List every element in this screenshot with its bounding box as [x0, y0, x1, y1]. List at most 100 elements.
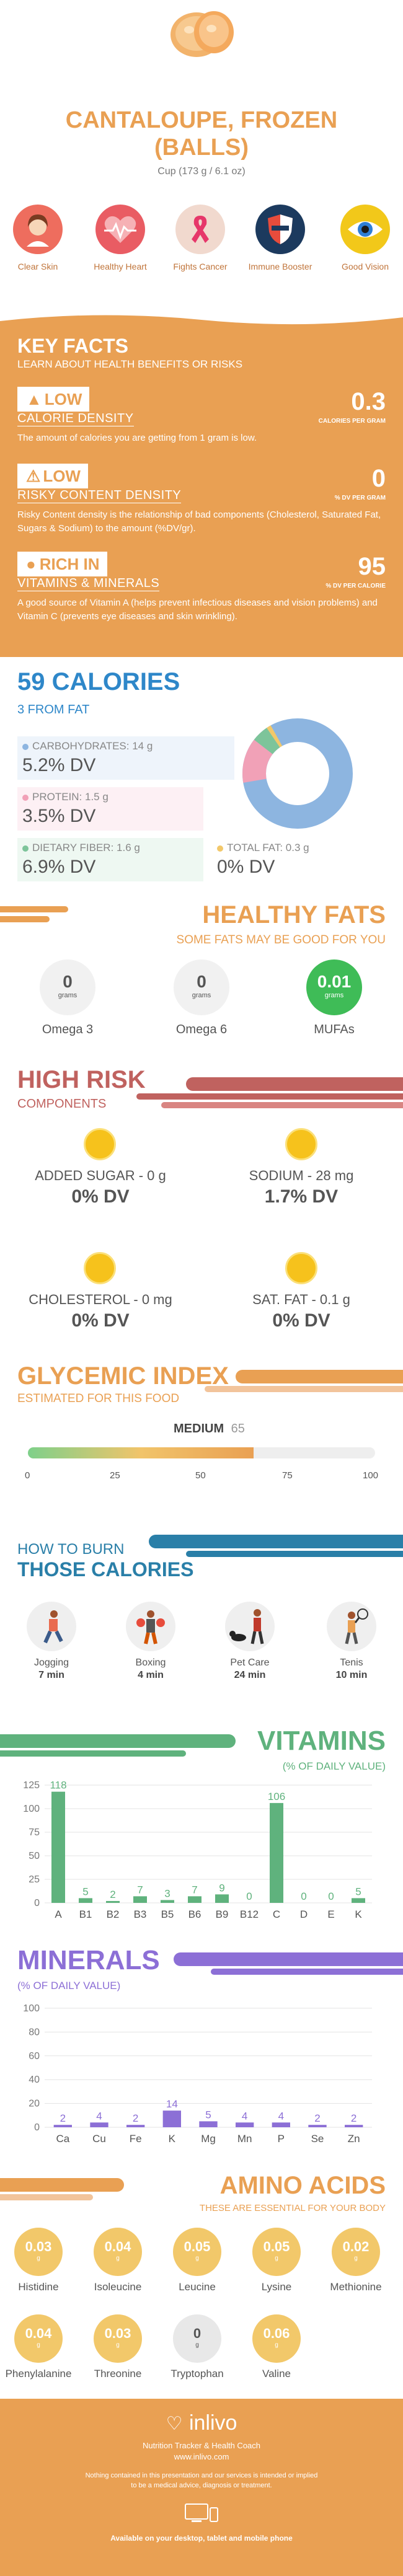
health-icon-fights-cancer [175, 205, 225, 254]
fact-desc-calorie: The amount of calories you are getting f… [17, 433, 257, 443]
amino-circle-isoleucine: 0.04 g [94, 2228, 142, 2276]
fact-label-risky: RISKY CONTENT DENSITY [17, 488, 182, 503]
protein-row [17, 787, 203, 831]
bar-value-label: 118 [50, 1780, 66, 1791]
bar-value-label: 2 [314, 2112, 320, 2124]
risk-label-sugar: ADDED SUGAR - 0 g [35, 1168, 166, 1183]
smile-icon-cholesterol [84, 1252, 116, 1284]
mufas-unit: grams [324, 992, 344, 999]
mufas-value: 0.01 [317, 972, 352, 991]
footer-url[interactable]: www.inlivo.com [174, 2452, 229, 2461]
x-tick-label: Se [311, 2133, 324, 2145]
y-tick-label: 25 [29, 1874, 40, 1885]
minerals-stripe [211, 1969, 403, 1975]
high-risk-section: HIGH RISK COMPONENTS ADDED SUGAR - 0 g 0… [0, 1054, 403, 1351]
bar-Zn [345, 2125, 363, 2127]
amino-value: 0.04 [25, 2326, 52, 2341]
heart-pulse-icon [104, 216, 136, 243]
amino-subtitle: THESE ARE ESSENTIAL FOR YOUR BODY [199, 2203, 386, 2213]
bar-value-label: 106 [268, 1791, 285, 1802]
x-tick-label: P [278, 2133, 285, 2145]
eye-icon [348, 221, 383, 237]
brand-name: inlivo [188, 2411, 237, 2435]
amino-unit: g [195, 2342, 199, 2349]
bar-value-label: 0 [246, 1890, 252, 1902]
amino-value: 0.03 [25, 2239, 52, 2254]
fact-desc-vitamins: A good source of Vitamin A (helps preven… [17, 598, 378, 622]
carbs-dot [22, 744, 29, 750]
burn-title-2: THOSE CALORIES [17, 1558, 194, 1581]
amino-value: 0.05 [184, 2239, 211, 2254]
health-icon-clear-skin [13, 205, 63, 254]
fats-subtitle: SOME FATS MAY BE GOOD FOR YOU [176, 933, 386, 946]
wave-divider [0, 310, 403, 325]
health-icon-immune-booster [255, 205, 305, 254]
health-label-fights-cancer: Fights Cancer [173, 262, 228, 271]
gi-tick-50: 50 [195, 1470, 206, 1481]
header: CANTALOUPE, FROZEN (BALLS) Cup (173 g / … [0, 0, 403, 180]
x-tick-label: Mg [201, 2133, 216, 2145]
burn-min-jogging: 7 min [38, 1670, 64, 1680]
y-tick-label: 100 [23, 1804, 40, 1814]
amino-name: Lysine [261, 2281, 292, 2293]
vitamins-section: VITAMINS (% OF DAILY VALUE) 0 25 50 75 100 12… [0, 1717, 403, 1934]
burn-name-petcare: Pet Care [230, 1657, 270, 1668]
fact-unit-risky: % DV PER GRAM [334, 495, 386, 501]
amino-value: 0.02 [342, 2239, 370, 2254]
protein-label: PROTEIN: 1.5 g [32, 791, 108, 803]
x-tick-label: K [355, 1908, 362, 1920]
glycemic-reading: MEDIUM 65 [174, 1422, 245, 1436]
x-tick-label: Fe [130, 2133, 142, 2145]
health-icon-good-vision [340, 205, 390, 254]
key-facts-section: KEY FACTS LEARN ABOUT HEALTH BENEFITS OR… [0, 310, 403, 657]
bar-value-label: 5 [82, 1886, 88, 1897]
protein-dv: 3.5% DV [22, 806, 96, 826]
woman-face-icon [27, 214, 49, 247]
y-tick-label: 20 [29, 2099, 40, 2109]
amino-unit: g [275, 2255, 278, 2262]
footer-available: Available on your desktop, tablet and mo… [110, 2534, 293, 2543]
amino-unit: g [116, 2342, 120, 2349]
amino-name: Leucine [179, 2281, 216, 2293]
bar-C [270, 1802, 283, 1903]
burn-min-petcare: 24 min [234, 1670, 266, 1680]
fact-badge-text: LOW [43, 466, 81, 485]
high-risk-subtitle: COMPONENTS [17, 1097, 107, 1111]
x-tick-label: B9 [216, 1908, 229, 1920]
omega6-unit: grams [192, 992, 211, 999]
bar-B3 [133, 1896, 147, 1903]
fats-title: HEALTHY FATS [202, 901, 386, 929]
amino-unit: g [37, 2342, 40, 2349]
bar-value-label: 5 [355, 1886, 361, 1897]
cantaloupe-image [170, 11, 234, 57]
amino-circle-leucine: 0.05 g [173, 2228, 221, 2276]
glycemic-stripe [236, 1370, 403, 1383]
amino-value: 0 [193, 2326, 202, 2341]
bar-K [352, 1898, 365, 1903]
title-line-2: (BALLS) [154, 135, 249, 161]
calories-title: 59 CALORIES [17, 668, 180, 695]
amino-circle-lysine: 0.05 g [252, 2228, 301, 2276]
omega3-value: 0 [63, 972, 73, 991]
bar-A [51, 1791, 65, 1903]
vitamins-subtitle: (% OF DAILY VALUE) [282, 1760, 386, 1772]
health-label-healthy-heart: Healthy Heart [94, 262, 147, 271]
footer-disclaimer-2: to be a medical advice, diagnosis or tre… [131, 2482, 272, 2489]
risk-label-cholesterol: CHOLESTEROL - 0 mg [29, 1292, 172, 1307]
fact-badge-calorie: ▲ LOW [17, 387, 90, 412]
amino-value: 0.03 [104, 2326, 131, 2341]
footer-disclaimer-1: Nothing contained in this presentation a… [85, 2472, 318, 2479]
x-tick-label: B6 [188, 1908, 202, 1920]
gi-tick-75: 75 [282, 1470, 293, 1481]
footer-tagline: Nutrition Tracker & Health Coach [142, 2441, 261, 2450]
vitamins-title: VITAMINS [257, 1726, 386, 1756]
y-tick-label: 125 [23, 1780, 40, 1791]
y-tick-label: 75 [29, 1827, 40, 1838]
devices-icon [185, 2503, 218, 2522]
fiber-row [17, 838, 203, 881]
gi-tick-0: 0 [25, 1470, 30, 1481]
bar-Ca [53, 2125, 72, 2127]
risk-value-sugar: 0% DV [71, 1186, 130, 1207]
jogging-icon [27, 1602, 76, 1651]
x-tick-label: Cu [92, 2133, 106, 2145]
